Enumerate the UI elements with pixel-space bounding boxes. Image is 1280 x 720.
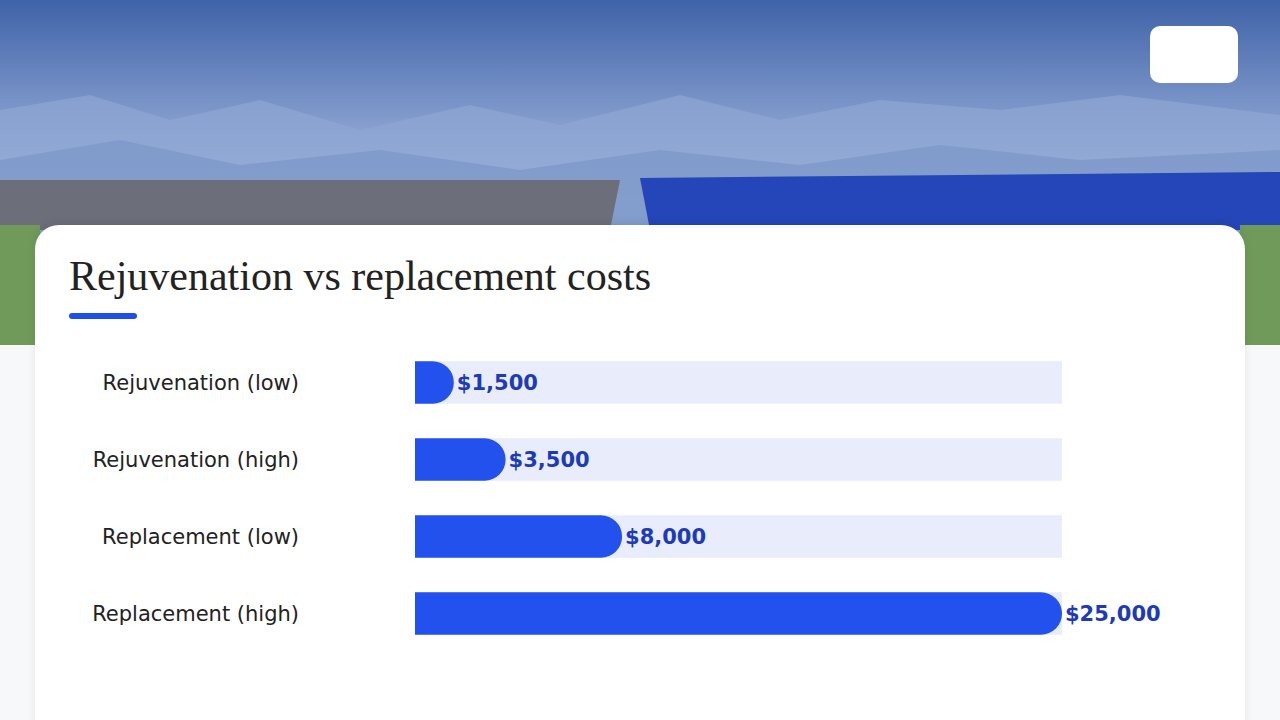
svg-text:Rejuvenation (low): Rejuvenation (low) <box>103 371 299 395</box>
svg-text:Replacement (high): Replacement (high) <box>92 602 299 626</box>
svg-text:$25,000: $25,000 <box>1065 602 1161 626</box>
svg-text:Rejuvenation (high): Rejuvenation (high) <box>93 448 299 472</box>
svg-text:Rejuvenation vs replacement co: Rejuvenation vs replacement costs <box>69 253 651 299</box>
svg-text:$8,000: $8,000 <box>625 525 706 549</box>
svg-text:$3,500: $3,500 <box>509 448 590 472</box>
svg-text:Replacement (low): Replacement (low) <box>102 525 299 549</box>
svg-text:$1,500: $1,500 <box>457 371 538 395</box>
